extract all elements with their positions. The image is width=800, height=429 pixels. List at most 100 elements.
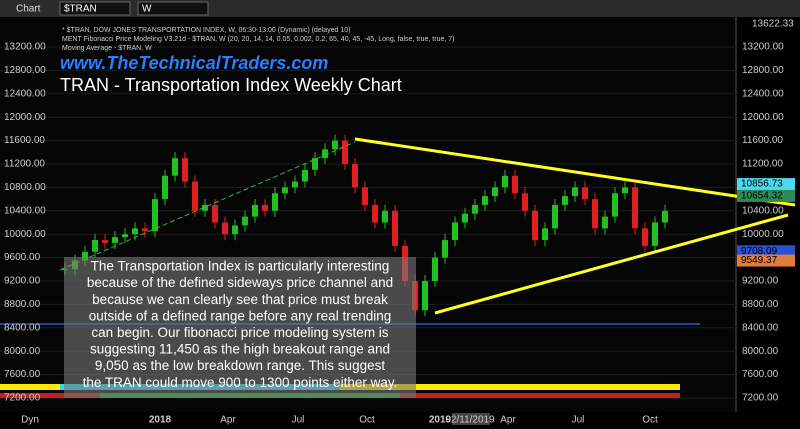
y-tick-label-left: 7600.00 — [4, 369, 41, 380]
symbol[interactable]: $TRAN — [64, 4, 97, 15]
y-tick-label-left: 13200.00 — [4, 42, 46, 53]
price-label: 10856.73 — [741, 179, 783, 190]
candle — [232, 225, 238, 235]
candle — [572, 187, 578, 197]
candle — [172, 158, 178, 176]
candle — [92, 240, 98, 252]
candle — [182, 158, 188, 182]
candle — [612, 193, 618, 217]
candle — [242, 216, 248, 226]
candle — [642, 228, 648, 246]
candle — [442, 240, 448, 258]
header-line: Moving Average - $TRAN, W — [62, 45, 152, 52]
y-tick-label: 9200.00 — [742, 276, 779, 287]
y-tick-label-left: 8800.00 — [4, 299, 41, 310]
annotation-line: the TRAN could move 900 to 1300 points e… — [83, 375, 398, 390]
candle — [282, 187, 288, 194]
header-line: * $TRAN, DOW JONES TRANSPORTATION INDEX,… — [62, 27, 351, 34]
annotation-line: outside of a defined range before any re… — [89, 308, 391, 323]
candle — [432, 257, 438, 281]
candle — [592, 199, 598, 229]
candle — [212, 204, 218, 223]
x-tick-label: Oct — [642, 415, 658, 426]
candle — [302, 169, 308, 182]
trendline — [354, 137, 796, 207]
candle — [492, 187, 498, 197]
y-tick-label-left: 12000.00 — [4, 112, 46, 123]
candle — [112, 237, 118, 243]
candle — [392, 210, 398, 246]
y-tick-label: 8000.00 — [742, 346, 779, 357]
y-tick-label: 10400.00 — [742, 205, 784, 216]
site: www.TheTechnicalTraders.com — [60, 53, 328, 73]
candle — [192, 181, 198, 211]
y-tick-label-left: 12800.00 — [4, 65, 46, 76]
candle — [252, 204, 258, 217]
candle — [102, 240, 108, 243]
candle — [522, 193, 528, 211]
y-tick-label: 13200.00 — [742, 42, 784, 53]
candle — [162, 175, 168, 200]
candle — [292, 181, 298, 188]
candle — [362, 187, 368, 205]
price-label-box — [737, 189, 795, 202]
candle — [132, 228, 138, 235]
interval-box[interactable] — [137, 1, 209, 16]
y-tick-label-left: 9200.00 — [4, 276, 41, 287]
y-tick-label: 11600.00 — [742, 135, 783, 146]
candle — [332, 140, 338, 150]
y-tick-label-left: 7200.00 — [4, 393, 41, 404]
candle — [662, 210, 668, 223]
candle — [472, 204, 478, 214]
interval[interactable]: W — [142, 4, 152, 15]
candle — [382, 210, 388, 223]
candle — [202, 204, 208, 211]
price-label: 9549.37 — [741, 255, 778, 266]
candle — [422, 281, 428, 311]
y-tick-label-left: 8000.00 — [4, 346, 41, 357]
candle — [552, 204, 558, 229]
candle — [272, 193, 278, 211]
candle — [222, 222, 228, 235]
header-line: MENT Fibonacci Price Modeling V3.21d - $… — [62, 36, 454, 43]
y-tick-label: 12800.00 — [742, 65, 784, 76]
y-tick-label: 8400.00 — [742, 322, 779, 333]
trendline — [434, 213, 789, 315]
y-tick-label: 7200.00 — [742, 393, 779, 404]
cursor-date-box — [452, 413, 490, 425]
candle — [622, 187, 628, 194]
candle — [82, 251, 88, 261]
candle — [502, 175, 508, 188]
y-tick-label-left: 8400.00 — [4, 322, 41, 333]
candle — [372, 204, 378, 223]
x-tick-label: 2019 — [429, 415, 452, 426]
candle — [632, 187, 638, 229]
candle — [352, 164, 358, 188]
price-label: 10654.32 — [741, 191, 783, 202]
y-tick-label: 8800.00 — [742, 299, 779, 310]
candle — [602, 216, 608, 229]
candle — [512, 175, 518, 194]
price-label-box — [737, 178, 795, 191]
price-label: 9708.09 — [741, 246, 778, 257]
y-tick-label: 10000.00 — [742, 229, 784, 240]
x-tick-label: Apr — [220, 415, 236, 426]
y-tick-label-left: 10800.00 — [4, 182, 46, 193]
candle — [652, 222, 658, 246]
price-label-box — [737, 245, 795, 258]
y-tick-label-left: 9600.00 — [4, 252, 41, 263]
annotation-line: 9,050 as the low breakdown range. This s… — [95, 358, 385, 373]
symbol-box[interactable] — [59, 1, 131, 16]
trendline — [59, 141, 356, 271]
candle — [312, 158, 318, 170]
candle — [142, 228, 148, 232]
top-label: 13622.33 — [752, 19, 794, 30]
x-tick-label: 2018 — [149, 415, 172, 426]
annotation-line: because of the defined sideways price ch… — [87, 275, 393, 290]
annotation-line: can begin. Our fibonacci price modeling … — [91, 325, 388, 340]
candle — [452, 222, 458, 241]
annotation-box — [64, 257, 416, 398]
candle — [322, 149, 328, 159]
x-tick-label: Apr — [500, 415, 516, 426]
